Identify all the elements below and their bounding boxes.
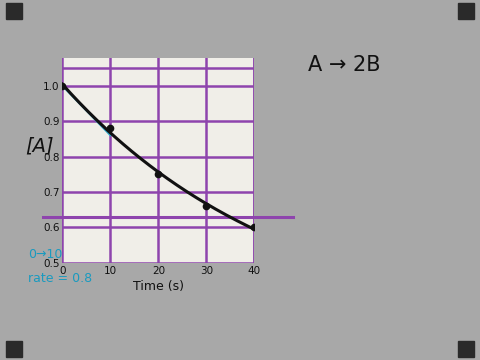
- X-axis label: Time (s): Time (s): [133, 280, 184, 293]
- Text: A → 2B: A → 2B: [308, 55, 380, 75]
- Text: rate = 0.8: rate = 0.8: [28, 272, 92, 285]
- Text: 0→10s: 0→10s: [28, 248, 69, 261]
- Text: [A]: [A]: [25, 137, 54, 156]
